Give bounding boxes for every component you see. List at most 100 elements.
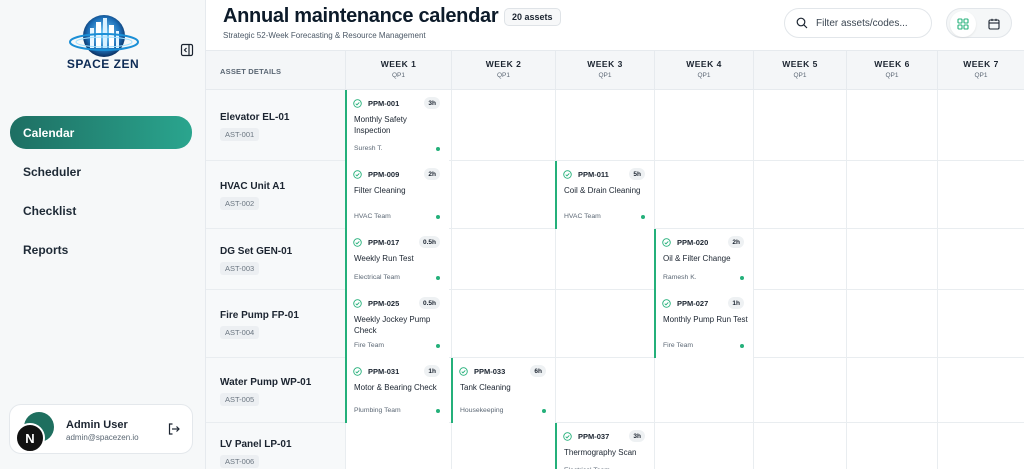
week-label: WEEK 1	[380, 59, 417, 69]
task-card[interactable]: PPM-009 2h Filter Cleaning HVAC Team	[345, 161, 449, 229]
grid-view-button[interactable]	[950, 11, 976, 37]
week-label: WEEK 3	[587, 59, 623, 69]
asset-code: AST-005	[220, 392, 260, 406]
asset-code: AST-001	[220, 127, 260, 141]
sidebar-item-label: Calendar	[23, 125, 75, 140]
task-assignee: Housekeeping	[460, 407, 504, 414]
column-divider	[451, 90, 452, 160]
task-card[interactable]: PPM-025 0.5h Weekly Jockey Pump Check Fire …	[345, 290, 449, 358]
brand-name: SPACE ZEN	[66, 57, 140, 71]
task-code: PPM-017	[368, 238, 400, 247]
sidebar-item-reports[interactable]: Reports	[10, 233, 192, 266]
calendar-view-button[interactable]	[981, 11, 1007, 37]
view-toggle	[946, 8, 1012, 38]
task-card[interactable]: PPM-037 3h Thermography Scan Electrical Tea…	[555, 423, 654, 469]
week-quarter: QP1	[885, 72, 899, 79]
column-divider	[846, 90, 847, 160]
task-title: Filter Cleaning	[354, 186, 406, 195]
week-header-6[interactable]: WEEK 6 QP1	[846, 51, 937, 91]
logout-icon[interactable]	[167, 422, 181, 436]
task-card[interactable]: PPM-017 0.5h Weekly Run Test Electrical Tea…	[345, 229, 449, 290]
week-header-4[interactable]: WEEK 4 QP1	[654, 51, 753, 91]
check-circle-icon	[459, 367, 468, 376]
week-header-7[interactable]: WEEK 7 QP1	[937, 51, 1024, 91]
column-divider	[555, 90, 556, 160]
asset-code: AST-003	[220, 261, 260, 275]
column-divider	[937, 358, 938, 422]
status-dot	[542, 409, 546, 413]
column-divider	[753, 358, 754, 422]
asset-cell[interactable]: Water Pump WP-01 AST-005	[206, 358, 345, 422]
week-header-3[interactable]: WEEK 3 QP1	[555, 51, 654, 91]
asset-row: DG Set GEN-01 AST-003 PPM-017 0.5h Weekly Ru…	[206, 229, 1024, 290]
week-header-2[interactable]: WEEK 2 QP1	[451, 51, 555, 91]
asset-name: Fire Pump FP-01	[220, 310, 299, 321]
column-divider	[937, 90, 938, 160]
task-assignee: Fire Team	[663, 342, 694, 349]
task-title: Coil & Drain Cleaning	[564, 186, 641, 195]
sidebar-item-scheduler[interactable]: Scheduler	[10, 155, 192, 188]
week-label: WEEK 4	[686, 59, 722, 69]
asset-cell[interactable]: DG Set GEN-01 AST-003	[206, 229, 345, 289]
sidebar: SPACE ZEN Calendar Scheduler Checklist R…	[0, 0, 206, 469]
asset-name: DG Set GEN-01	[220, 245, 293, 257]
collapse-sidebar-icon[interactable]	[180, 43, 194, 57]
column-divider	[451, 423, 452, 469]
sidebar-item-label: Reports	[23, 242, 69, 257]
status-dot	[436, 344, 440, 348]
search-input[interactable]	[816, 17, 926, 29]
column-divider	[937, 290, 938, 357]
task-card[interactable]: PPM-001 3h Monthly Safety Inspection Suresh…	[345, 90, 449, 161]
task-title: Tank Cleaning	[460, 383, 511, 392]
task-duration-badge: 0.5h	[418, 297, 440, 309]
task-card[interactable]: PPM-031 1h Motor & Bearing Check Plumbing T…	[345, 358, 449, 423]
status-dot	[436, 147, 440, 151]
week-header-1[interactable]: WEEK 1 QP1	[345, 51, 451, 91]
space-zen-logo-icon	[69, 15, 139, 57]
task-duration-badge: 5h	[629, 168, 645, 180]
grid-icon	[957, 18, 969, 30]
task-card[interactable]: PPM-033 6h Tank Cleaning Housekeeping	[451, 358, 555, 423]
task-duration-badge: 3h	[629, 430, 645, 442]
task-title: Thermography Scan	[564, 448, 637, 457]
task-card[interactable]: PPM-020 2h Oil & Filter Change Ramesh K.	[654, 229, 753, 290]
task-title: Weekly Jockey Pump Check	[354, 315, 431, 335]
column-divider	[753, 161, 754, 228]
task-code: PPM-020	[677, 238, 709, 247]
column-divider	[555, 229, 556, 289]
week-quarter: QP1	[974, 72, 988, 79]
task-assignee: Electrical Team	[354, 274, 400, 281]
column-divider	[654, 90, 655, 160]
column-divider	[654, 423, 655, 469]
week-label: WEEK 6	[874, 59, 910, 69]
check-circle-icon	[353, 99, 362, 108]
task-card[interactable]: PPM-011 5h Coil & Drain Cleaning HVAC Team	[555, 161, 654, 229]
asset-cell[interactable]: HVAC Unit A1 AST-002	[206, 161, 345, 228]
check-circle-icon	[662, 299, 671, 308]
task-card[interactable]: PPM-027 1h Monthly Pump Run Test Fire Team	[654, 290, 753, 358]
task-title: Motor & Bearing Check	[354, 383, 437, 392]
column-divider	[937, 229, 938, 289]
check-circle-icon	[563, 170, 572, 179]
asset-cell[interactable]: Elevator EL-01 AST-001	[206, 90, 345, 160]
sidebar-item-label: Scheduler	[23, 164, 82, 179]
asset-code: AST-004	[220, 326, 260, 339]
task-code: PPM-031	[368, 367, 400, 376]
asset-row: Elevator EL-01 AST-001 PPM-001 3h Monthly Sa…	[206, 90, 1024, 161]
week-quarter: QP1	[697, 72, 711, 79]
asset-cell[interactable]: LV Panel LP-01 AST-006	[206, 423, 345, 469]
task-title: Oil & Filter Change	[663, 254, 731, 263]
asset-name: HVAC Unit A1	[220, 181, 285, 192]
page-subtitle: Strategic 52-Week Forecasting & Resource…	[223, 31, 426, 40]
task-title: Monthly Pump Run Test	[663, 315, 748, 324]
sidebar-item-calendar[interactable]: Calendar	[10, 116, 192, 149]
week-header-5[interactable]: WEEK 5 QP1	[753, 51, 846, 91]
asset-cell[interactable]: Fire Pump FP-01 AST-004	[206, 290, 345, 357]
week-label: WEEK 2	[485, 59, 522, 69]
column-divider	[846, 358, 847, 422]
asset-count-badge: 20 assets	[504, 8, 561, 26]
asset-name: LV Panel LP-01	[220, 439, 292, 450]
sidebar-item-checklist[interactable]: Checklist	[10, 194, 192, 227]
page-header: Annual maintenance calendar 20 assets St…	[206, 0, 1024, 50]
user-avatar-letter[interactable]: N	[15, 423, 45, 453]
